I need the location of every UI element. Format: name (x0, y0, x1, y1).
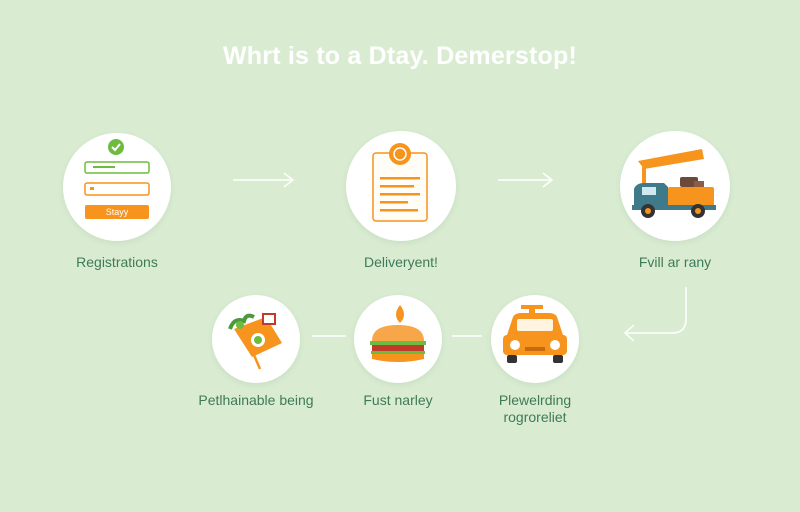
registration-form-icon: Stayy (84, 139, 150, 219)
step-registrations-label: Registrations (76, 254, 158, 270)
taxi-car-icon (503, 305, 567, 363)
document-icon (372, 143, 428, 222)
delivery-truck-icon (632, 149, 716, 218)
step-perishable-circle (212, 295, 300, 383)
step-delivery-circle (346, 131, 456, 241)
arrow-right-icon (498, 172, 554, 188)
arrow-right-icon (233, 172, 295, 188)
step-fill-label: Fvill ar rany (638, 254, 712, 270)
diagram-title: Whrt is to a Dtay. Demerstop! (223, 42, 577, 70)
register-button-text: Stayy (106, 207, 129, 217)
step-delivery-label: Deliveryent! (364, 254, 438, 270)
step-pickup-label: Plewelrding rogroreliet (498, 392, 572, 425)
connector-line (452, 335, 482, 337)
step-registrations-circle: Stayy (63, 133, 171, 241)
burger-icon (370, 305, 426, 362)
step-perishable-label: Petlhainable being (198, 392, 314, 408)
connector-line (312, 335, 346, 337)
step-pickup-circle (491, 295, 579, 383)
step-fill-circle (620, 131, 730, 241)
step-fast-label: Fust narley (363, 392, 433, 408)
return-arrow-icon (623, 287, 687, 342)
grocery-bag-icon (228, 313, 282, 370)
step-fast-circle (354, 295, 442, 383)
